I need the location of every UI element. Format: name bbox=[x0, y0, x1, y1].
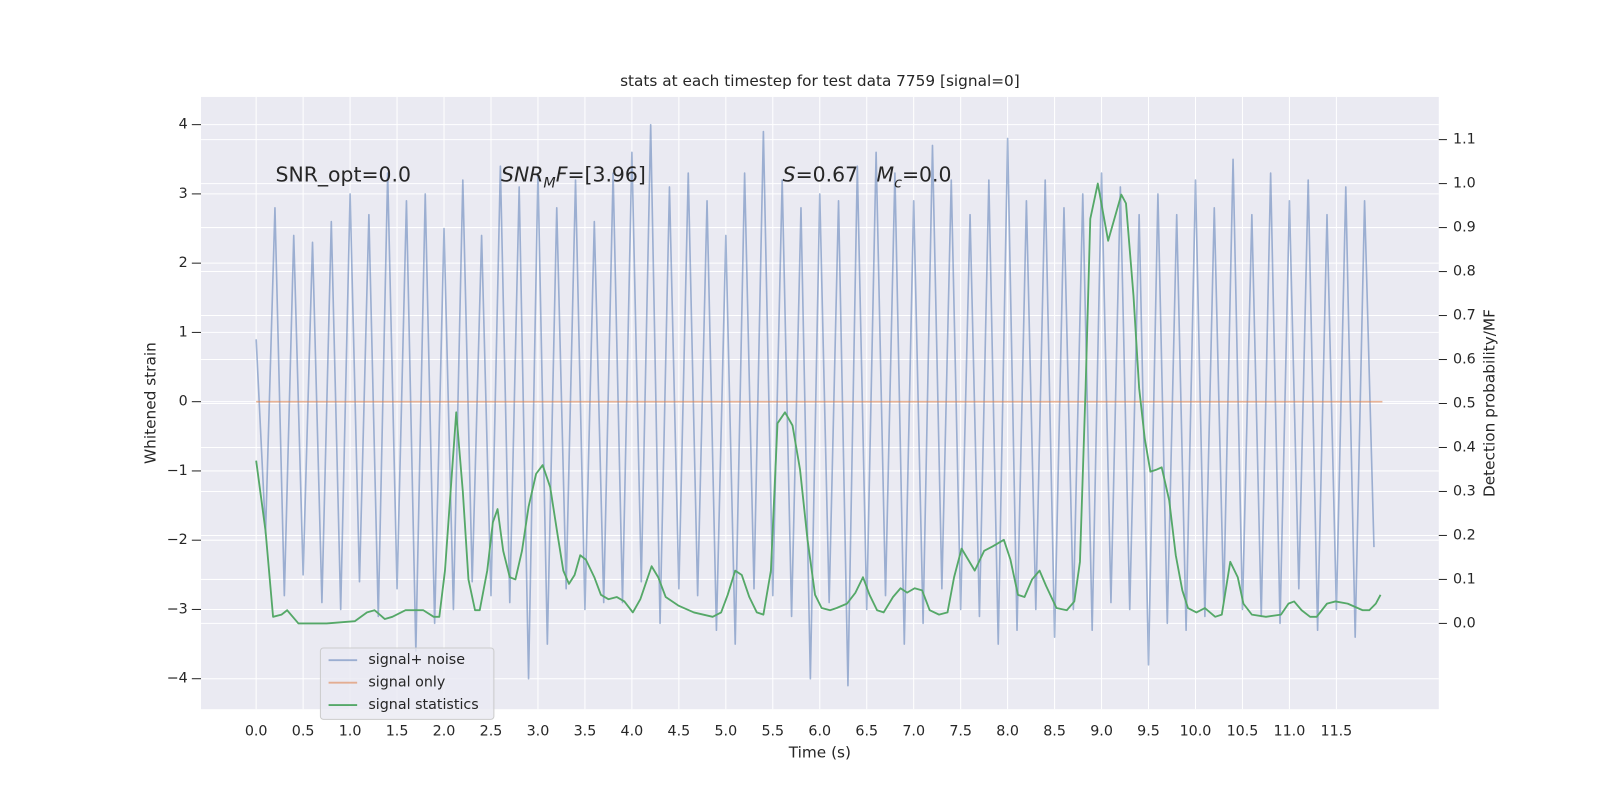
y2-tick-label: 0.3 bbox=[1453, 483, 1476, 499]
y2-tick-label: 0.2 bbox=[1453, 527, 1476, 543]
x-tick-label: 6.0 bbox=[808, 724, 831, 740]
annotation-part: M bbox=[877, 163, 895, 187]
y2-tick-label: 0.6 bbox=[1453, 352, 1476, 368]
legend-label: signal only bbox=[368, 675, 445, 691]
annotation-part: =0.0 bbox=[902, 163, 952, 187]
x-tick-label: 3.5 bbox=[574, 724, 597, 740]
x-tick-label: 0.5 bbox=[292, 724, 315, 740]
x-tick-label: 11.5 bbox=[1321, 724, 1353, 740]
x-tick-label: 5.5 bbox=[761, 724, 784, 740]
y2-tick-label: 0.5 bbox=[1453, 396, 1476, 412]
legend-label: signal+ noise bbox=[368, 652, 465, 668]
x-tick-label: 10.0 bbox=[1180, 724, 1212, 740]
y-tick-label: −3 bbox=[167, 601, 188, 617]
x-tick-label: 10.5 bbox=[1227, 724, 1259, 740]
y2-tick-label: 0.1 bbox=[1453, 571, 1476, 587]
annotation: SNRMF=[3.96] bbox=[501, 163, 646, 192]
y2-tick-label: 0.0 bbox=[1453, 615, 1476, 631]
y2-tick-label: 0.9 bbox=[1453, 220, 1476, 236]
x-tick-label: 7.5 bbox=[949, 724, 972, 740]
y-tick-label: 3 bbox=[179, 186, 188, 202]
legend: signal+ noise signal only signal statistic… bbox=[319, 647, 495, 720]
legend-label: signal statistics bbox=[368, 697, 478, 713]
annotation: S=0.67 bbox=[783, 163, 858, 187]
series-line bbox=[255, 123, 1375, 687]
marks bbox=[255, 123, 1383, 687]
x-tick-label: 4.0 bbox=[621, 724, 644, 740]
y-tick-label: 0 bbox=[179, 394, 188, 410]
x-tick-label: 9.5 bbox=[1137, 724, 1160, 740]
x-tick-label: 1.5 bbox=[386, 724, 409, 740]
annotation-part: SNR bbox=[501, 163, 543, 187]
x-tick-label: 2.5 bbox=[480, 724, 503, 740]
x-tick-label: 4.5 bbox=[668, 724, 691, 740]
labels: stats at each timestep for test data 775… bbox=[142, 72, 1499, 761]
x-tick-label: 11.0 bbox=[1274, 724, 1306, 740]
y2-tick-label: 1.1 bbox=[1453, 132, 1476, 148]
y2-tick-label: 0.7 bbox=[1453, 308, 1476, 324]
y-tick-label: 2 bbox=[179, 255, 188, 271]
series-line bbox=[255, 182, 1382, 625]
annotation-part: F bbox=[556, 163, 568, 187]
annotation-part: S bbox=[783, 163, 796, 187]
y-tick-label: −1 bbox=[167, 463, 188, 479]
y2-axis-label: Detection probability/MF bbox=[1480, 309, 1498, 497]
x-tick-label: 5.0 bbox=[714, 724, 737, 740]
annotation-part: M bbox=[543, 176, 555, 192]
y-tick-label: 1 bbox=[179, 324, 188, 340]
chart-title: stats at each timestep for test data 775… bbox=[620, 72, 1020, 90]
y-tick-label: 4 bbox=[179, 117, 188, 133]
y2-tick-label: 0.4 bbox=[1453, 439, 1476, 455]
annotation: Mc=0.0 bbox=[877, 163, 952, 192]
annotation-part: =[3.96] bbox=[567, 163, 645, 187]
x-tick-label: 0.0 bbox=[245, 724, 268, 740]
x-tick-label: 3.0 bbox=[527, 724, 550, 740]
x-tick-label: 8.5 bbox=[1043, 724, 1066, 740]
annotation-part: c bbox=[894, 176, 902, 192]
x-tick-label: 1.0 bbox=[339, 724, 362, 740]
annotation-part: SNR_opt=0.0 bbox=[276, 163, 412, 188]
annotation: SNR_opt=0.0 bbox=[276, 163, 412, 188]
x-tick-label: 9.0 bbox=[1090, 724, 1113, 740]
y2-tick-label: 0.8 bbox=[1453, 264, 1476, 280]
y-tick-label: −4 bbox=[167, 671, 188, 687]
x-axis-label: Time (s) bbox=[788, 744, 851, 762]
y-tick-label: −2 bbox=[167, 532, 188, 548]
y-axis-label: Whitened strain bbox=[142, 342, 160, 464]
x-tick-label: 2.0 bbox=[433, 724, 456, 740]
x-tick-label: 8.0 bbox=[996, 724, 1019, 740]
x-tick-label: 7.0 bbox=[902, 724, 925, 740]
annotation-part: =0.67 bbox=[796, 163, 859, 187]
x-tick-label: 6.5 bbox=[855, 724, 878, 740]
y2-tick-label: 1.0 bbox=[1453, 176, 1476, 192]
legend-box bbox=[319, 647, 495, 720]
